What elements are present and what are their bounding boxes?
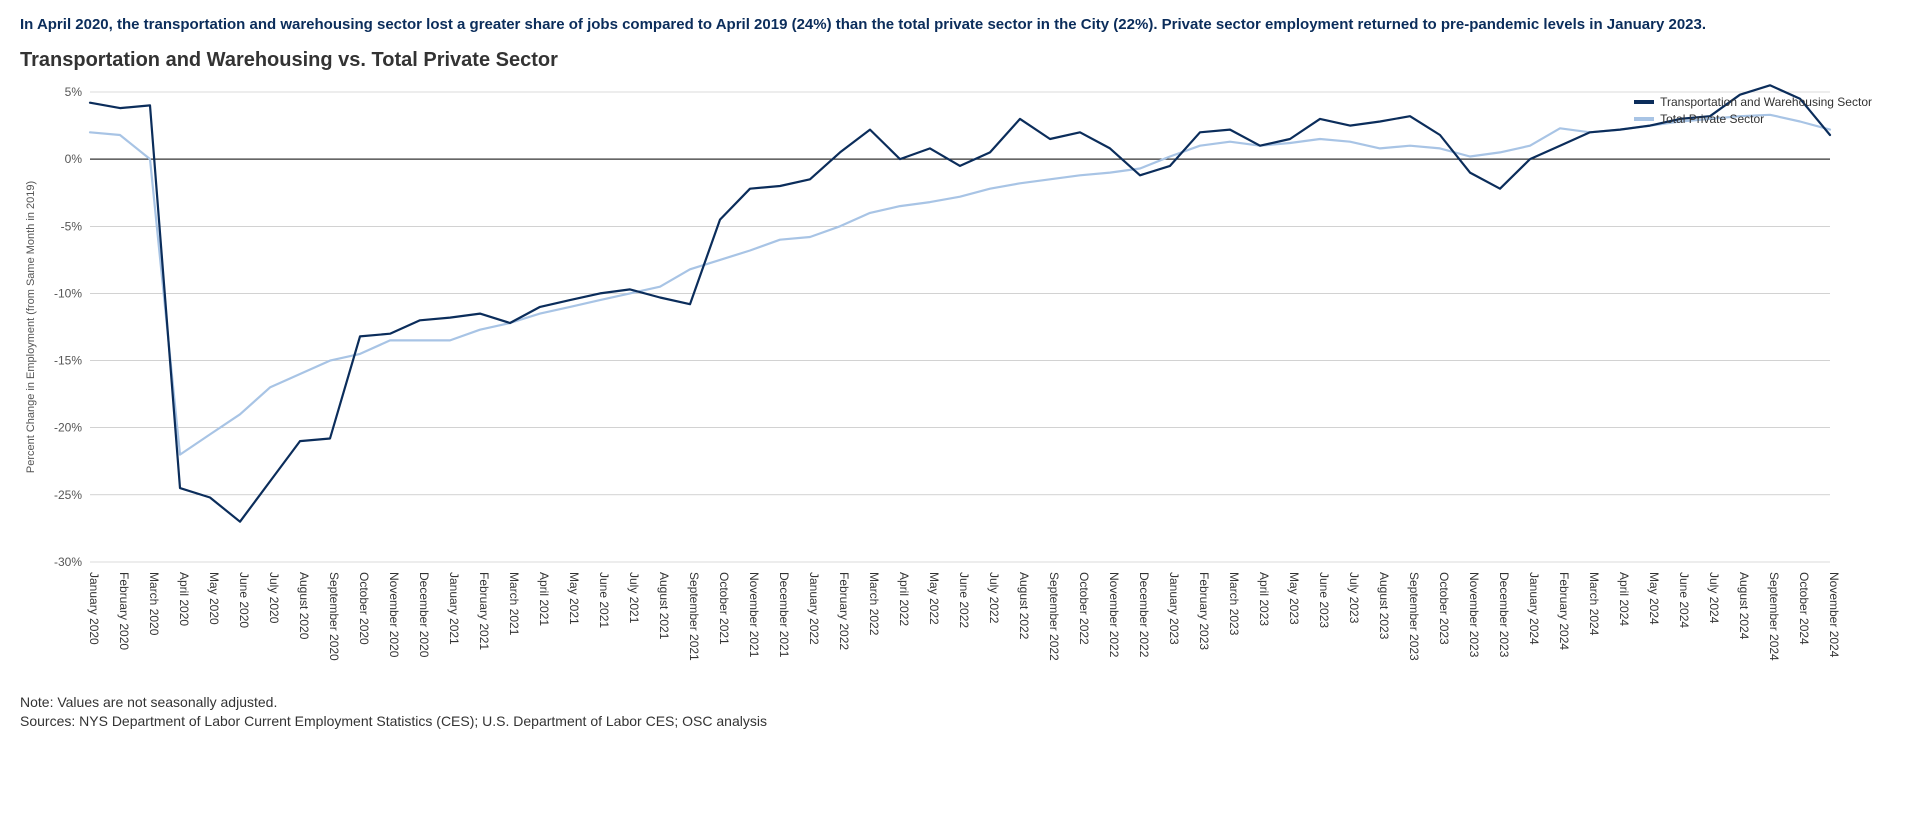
svg-text:November 2024: November 2024 (1827, 572, 1841, 658)
legend-swatch (1634, 117, 1654, 121)
svg-text:August 2022: August 2022 (1017, 572, 1031, 640)
svg-text:June 2024: June 2024 (1677, 572, 1691, 628)
headline-text: In April 2020, the transportation and wa… (20, 14, 1900, 35)
svg-text:October 2023: October 2023 (1437, 572, 1451, 645)
svg-text:April 2023: April 2023 (1257, 572, 1271, 626)
svg-text:December 2022: December 2022 (1137, 572, 1151, 658)
svg-text:July 2024: July 2024 (1707, 572, 1721, 624)
svg-text:July 2021: July 2021 (627, 572, 641, 624)
svg-text:June 2020: June 2020 (237, 572, 251, 628)
svg-text:May 2021: May 2021 (567, 572, 581, 625)
svg-text:July 2023: July 2023 (1347, 572, 1361, 624)
svg-text:-25%: -25% (54, 488, 82, 502)
svg-text:April 2022: April 2022 (897, 572, 911, 626)
line-chart: 5% 0% -5% -10% -15% -20% -25% -30% Percent Chang… (20, 72, 1850, 682)
svg-text:-10%: -10% (54, 286, 82, 300)
legend-item: Total Private Sector (1634, 112, 1872, 126)
svg-text:December 2023: December 2023 (1497, 572, 1511, 658)
svg-text:September 2022: September 2022 (1047, 572, 1061, 661)
svg-text:February 2022: February 2022 (837, 572, 851, 650)
svg-text:February 2024: February 2024 (1557, 572, 1571, 650)
svg-text:May 2024: May 2024 (1647, 572, 1661, 625)
svg-text:April 2021: April 2021 (537, 572, 551, 626)
svg-text:Percent Change in Employment (: Percent Change in Employment (from Same … (25, 181, 37, 473)
svg-text:July 2022: July 2022 (987, 572, 1001, 624)
svg-text:May 2022: May 2022 (927, 572, 941, 625)
svg-text:March 2021: March 2021 (507, 572, 521, 636)
svg-text:April 2024: April 2024 (1617, 572, 1631, 626)
svg-text:November 2023: November 2023 (1467, 572, 1481, 658)
svg-text:August 2024: August 2024 (1737, 572, 1751, 640)
svg-text:September 2020: September 2020 (327, 572, 341, 661)
svg-text:August 2020: August 2020 (297, 572, 311, 640)
svg-text:April 2020: April 2020 (177, 572, 191, 626)
svg-text:March 2022: March 2022 (867, 572, 881, 636)
svg-text:August 2021: August 2021 (657, 572, 671, 640)
svg-text:September 2024: September 2024 (1767, 572, 1781, 661)
svg-text:-15%: -15% (54, 354, 82, 368)
svg-text:November 2022: November 2022 (1107, 572, 1121, 658)
svg-text:September 2023: September 2023 (1407, 572, 1421, 661)
svg-text:October 2024: October 2024 (1797, 572, 1811, 645)
svg-text:September 2021: September 2021 (687, 572, 701, 661)
svg-text:May 2023: May 2023 (1287, 572, 1301, 625)
svg-text:February 2020: February 2020 (117, 572, 131, 650)
legend-label: Transportation and Warehousing Sector (1660, 95, 1872, 109)
legend-swatch (1634, 100, 1654, 104)
svg-text:December 2020: December 2020 (417, 572, 431, 658)
legend-label: Total Private Sector (1660, 112, 1764, 126)
svg-text:June 2021: June 2021 (597, 572, 611, 628)
note-text: Note: Values are not seasonally adjusted… (20, 693, 1900, 712)
svg-text:-30%: -30% (54, 555, 82, 569)
svg-text:June 2022: June 2022 (957, 572, 971, 628)
svg-text:-20%: -20% (54, 421, 82, 435)
legend: Transportation and Warehousing Sector To… (1634, 95, 1872, 129)
svg-text:-5%: -5% (61, 219, 83, 233)
svg-text:January 2023: January 2023 (1167, 572, 1181, 645)
legend-item: Transportation and Warehousing Sector (1634, 95, 1872, 109)
svg-text:June 2023: June 2023 (1317, 572, 1331, 628)
svg-text:February 2021: February 2021 (477, 572, 491, 650)
svg-text:July 2020: July 2020 (267, 572, 281, 624)
chart-container: Transportation and Warehousing vs. Total… (20, 49, 1900, 687)
chart-title: Transportation and Warehousing vs. Total… (20, 49, 1900, 72)
svg-text:October 2022: October 2022 (1077, 572, 1091, 645)
svg-text:October 2020: October 2020 (357, 572, 371, 645)
svg-text:January 2022: January 2022 (807, 572, 821, 645)
svg-text:March 2024: March 2024 (1587, 572, 1601, 636)
svg-text:March 2023: March 2023 (1227, 572, 1241, 636)
svg-text:January 2020: January 2020 (87, 572, 101, 645)
svg-text:August 2023: August 2023 (1377, 572, 1391, 640)
sources-text: Sources: NYS Department of Labor Current… (20, 712, 1900, 731)
svg-text:November 2020: November 2020 (387, 572, 401, 658)
svg-text:5%: 5% (65, 85, 83, 99)
svg-text:0%: 0% (65, 152, 83, 166)
svg-text:May 2020: May 2020 (207, 572, 221, 625)
svg-text:December 2021: December 2021 (777, 572, 791, 658)
svg-text:October 2021: October 2021 (717, 572, 731, 645)
svg-text:March 2020: March 2020 (147, 572, 161, 636)
svg-text:January 2021: January 2021 (447, 572, 461, 645)
svg-text:January 2024: January 2024 (1527, 572, 1541, 645)
svg-text:February 2023: February 2023 (1197, 572, 1211, 650)
svg-text:November 2021: November 2021 (747, 572, 761, 658)
